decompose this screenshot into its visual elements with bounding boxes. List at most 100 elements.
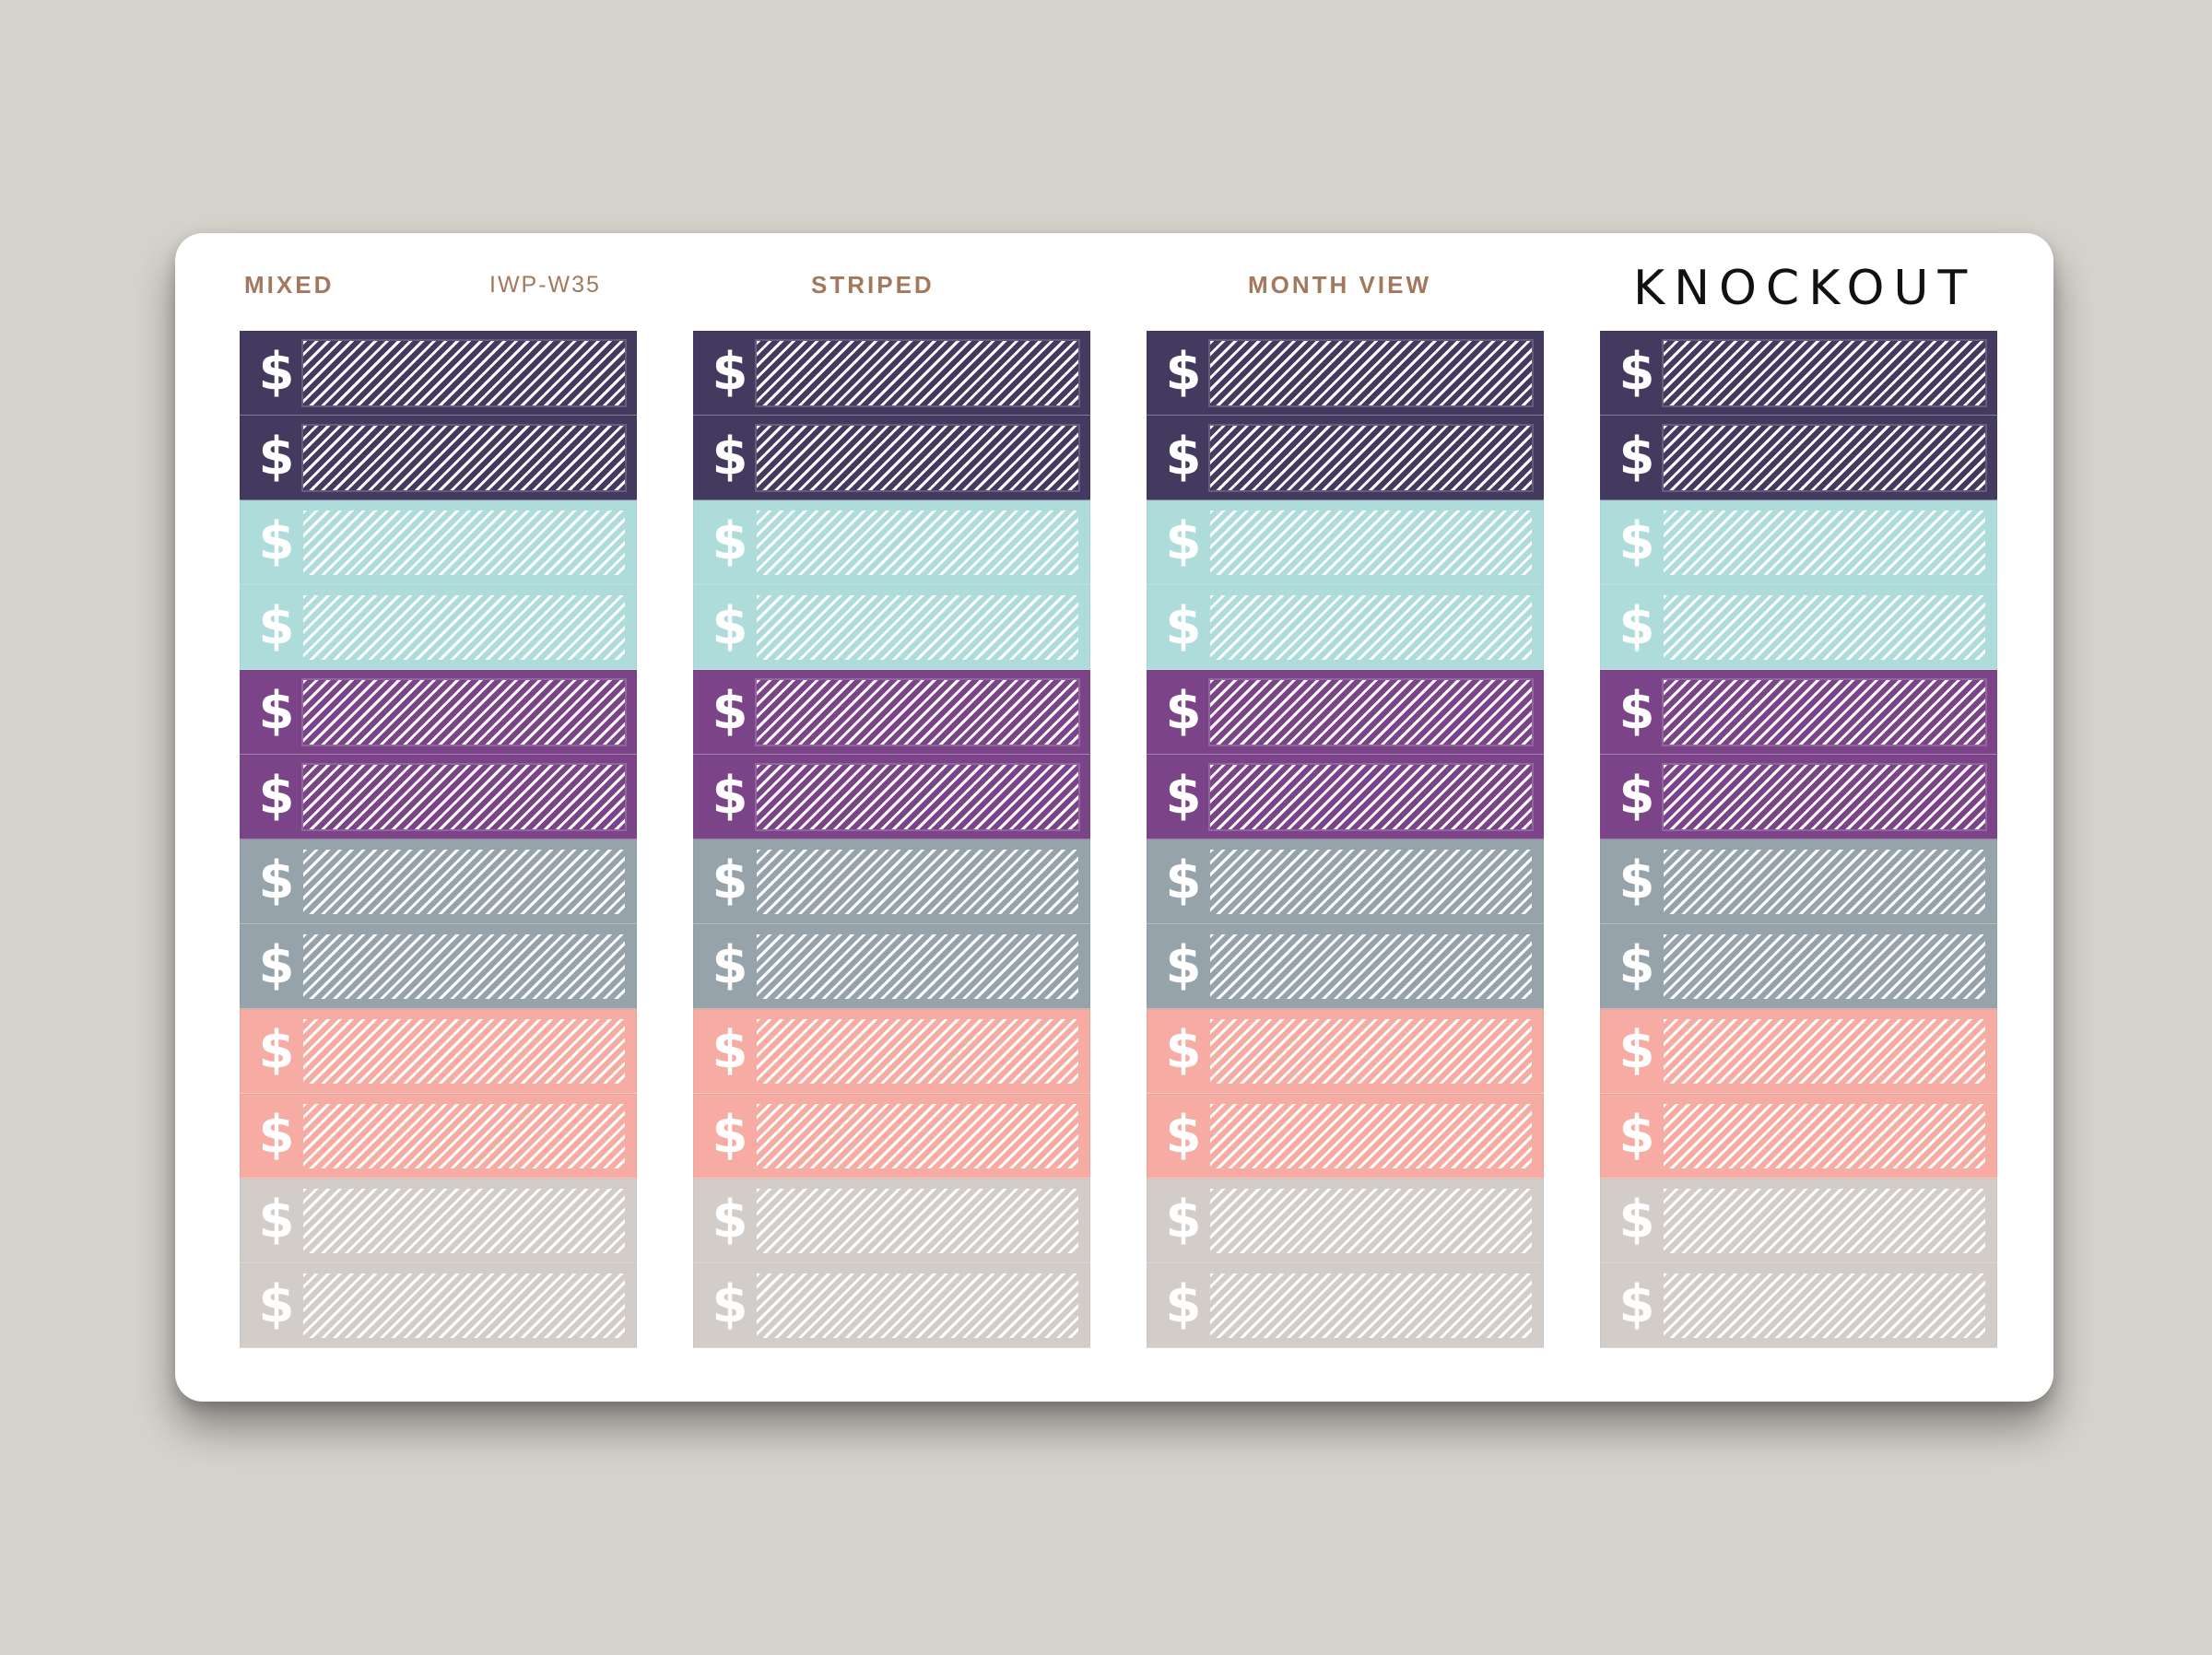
dollar-icon: $: [1618, 681, 1655, 741]
dollar-icon: $: [258, 1020, 295, 1080]
striped-writing-box: [303, 1104, 625, 1168]
sticker-purple: $: [693, 755, 1090, 839]
striped-writing-box: [303, 595, 625, 660]
sticker-slate-gray: $: [1147, 924, 1544, 1009]
sticker-dark-purple: $: [1147, 416, 1544, 500]
dollar-icon: $: [1618, 766, 1655, 826]
sticker-dark-purple: $: [1147, 331, 1544, 416]
sticker-coral: $: [693, 1009, 1090, 1094]
dollar-icon: $: [712, 511, 748, 571]
striped-writing-box: [301, 424, 627, 492]
sticker-coral: $: [1600, 1094, 1997, 1179]
striped-writing-box: [301, 678, 627, 746]
dollar-icon: $: [258, 511, 295, 571]
dollar-icon: $: [258, 935, 295, 995]
dollar-icon: $: [258, 1105, 295, 1165]
dollar-icon: $: [1165, 766, 1202, 826]
striped-writing-box: [1664, 850, 1985, 914]
sticker-purple: $: [240, 755, 637, 839]
sticker-mint: $: [693, 500, 1090, 585]
striped-writing-box: [1210, 850, 1532, 914]
sticker-dark-purple: $: [693, 331, 1090, 416]
striped-writing-box: [755, 763, 1080, 831]
dollar-icon: $: [712, 1190, 748, 1250]
sticker-mint: $: [240, 585, 637, 670]
dollar-icon: $: [258, 1190, 295, 1250]
sticker-mint: $: [1147, 585, 1544, 670]
dollar-icon: $: [1165, 596, 1202, 656]
sticker-slate-gray: $: [240, 924, 637, 1009]
striped-writing-box: [1664, 1274, 1985, 1338]
dollar-icon: $: [712, 596, 748, 656]
dollar-icon: $: [1165, 935, 1202, 995]
sticker-dark-purple: $: [240, 331, 637, 416]
dollar-icon: $: [1618, 1105, 1655, 1165]
dollar-icon: $: [1165, 1274, 1202, 1334]
sticker-sheet: MIXED IWP-W35 STRIPED MONTH VIEW KNOCKOU…: [175, 233, 2053, 1402]
sticker-slate-gray: $: [1600, 924, 1997, 1009]
striped-writing-box: [1664, 1189, 1985, 1253]
striped-writing-box: [755, 424, 1080, 492]
dollar-icon: $: [712, 766, 748, 826]
sticker-slate-gray: $: [693, 839, 1090, 924]
sticker-mint: $: [240, 500, 637, 585]
sticker-purple: $: [1147, 755, 1544, 839]
striped-writing-box: [1662, 424, 1987, 492]
striped-writing-box: [303, 850, 625, 914]
dollar-icon: $: [712, 427, 748, 487]
striped-writing-box: [1208, 678, 1534, 746]
striped-writing-box: [1664, 511, 1985, 575]
striped-writing-box: [301, 763, 627, 831]
striped-label: STRIPED: [811, 271, 935, 299]
striped-writing-box: [1664, 1104, 1985, 1168]
dollar-icon: $: [1165, 851, 1202, 910]
sticker-warm-gray: $: [693, 1179, 1090, 1263]
striped-writing-box: [1662, 678, 1987, 746]
sticker-coral: $: [1600, 1009, 1997, 1094]
sticker-dark-purple: $: [693, 416, 1090, 500]
sticker-purple: $: [1600, 755, 1997, 839]
striped-writing-box: [303, 1274, 625, 1338]
dollar-icon: $: [712, 935, 748, 995]
sticker-purple: $: [693, 670, 1090, 755]
dollar-icon: $: [258, 766, 295, 826]
striped-writing-box: [757, 1189, 1078, 1253]
dollar-icon: $: [1618, 342, 1655, 402]
striped-writing-box: [303, 934, 625, 999]
sticker-coral: $: [240, 1094, 637, 1179]
striped-writing-box: [1210, 1274, 1532, 1338]
sticker-column-2: $ $ $ $ $ $ $ $ $ $ $ $: [693, 331, 1090, 1348]
dollar-icon: $: [1165, 427, 1202, 487]
sticker-warm-gray: $: [240, 1179, 637, 1263]
dollar-icon: $: [1618, 1274, 1655, 1334]
striped-writing-box: [1664, 934, 1985, 999]
sticker-slate-gray: $: [1147, 839, 1544, 924]
sticker-mint: $: [1147, 500, 1544, 585]
sticker-column-4: $ $ $ $ $ $ $ $ $ $ $ $: [1600, 331, 1997, 1348]
striped-writing-box: [303, 1189, 625, 1253]
sticker-mint: $: [1600, 500, 1997, 585]
striped-writing-box: [1662, 763, 1987, 831]
dollar-icon: $: [712, 681, 748, 741]
striped-writing-box: [1662, 339, 1987, 407]
sticker-dark-purple: $: [1600, 416, 1997, 500]
sticker-column-1: $ $ $ $ $ $ $ $ $ $ $ $: [240, 331, 637, 1348]
striped-writing-box: [303, 511, 625, 575]
dollar-icon: $: [258, 681, 295, 741]
dollar-icon: $: [712, 1020, 748, 1080]
dollar-icon: $: [1165, 511, 1202, 571]
dollar-icon: $: [1165, 1105, 1202, 1165]
striped-writing-box: [757, 850, 1078, 914]
month-view-label: MONTH VIEW: [1248, 271, 1431, 299]
dollar-icon: $: [1618, 1020, 1655, 1080]
dollar-icon: $: [1165, 342, 1202, 402]
dollar-icon: $: [1618, 596, 1655, 656]
sticker-warm-gray: $: [1600, 1263, 1997, 1348]
striped-writing-box: [1210, 934, 1532, 999]
sticker-slate-gray: $: [240, 839, 637, 924]
striped-writing-box: [1208, 339, 1534, 407]
striped-writing-box: [1208, 424, 1534, 492]
sticker-coral: $: [1147, 1094, 1544, 1179]
sticker-slate-gray: $: [1600, 839, 1997, 924]
striped-writing-box: [1210, 1104, 1532, 1168]
